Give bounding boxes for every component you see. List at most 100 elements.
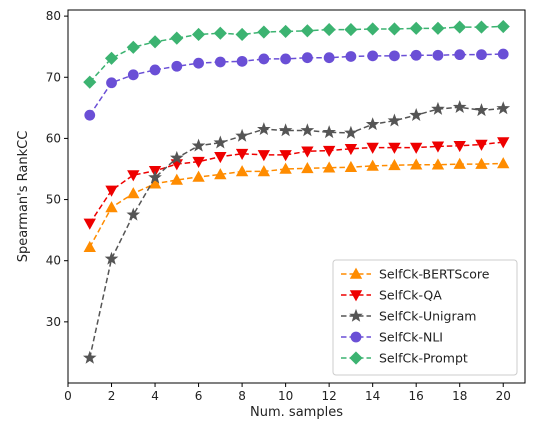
legend-item-selfck-unigram: SelfCk-Unigram [341,309,476,324]
data-point-selfck-nli [280,53,292,65]
legend-item-selfck-qa: SelfCk-QA [341,288,442,303]
data-point-selfck-qa [83,218,96,230]
data-point-selfck-bertscore [279,162,292,174]
data-point-selfck-unigram [104,251,119,265]
data-point-selfck-bertscore [322,161,336,173]
data-point-selfck-bertscore [366,159,379,171]
x-axis-label: Num. samples [250,405,343,420]
legend-marker [349,290,363,302]
data-point-selfck-bertscore [192,170,205,182]
data-point-selfck-prompt [148,35,162,49]
series-selfck-bertscore [83,157,510,253]
data-point-selfck-prompt [192,27,206,42]
data-point-selfck-bertscore [301,162,314,174]
axes: Num. samples Spearman's RankCC 0 2 4 6 8 10 12… [16,9,526,420]
data-point-selfck-bertscore [235,165,249,177]
x-tick-label: 8 [238,389,246,403]
legend-marker [350,331,362,343]
legend-label: SelfCk-NLI [379,330,443,345]
data-point-selfck-prompt [279,24,293,38]
data-point-selfck-unigram [387,113,402,127]
y-tick-label: 50 [46,193,61,207]
data-point-selfck-bertscore [83,240,96,253]
series-selfck-unigram [82,100,511,364]
x-tick-label: 6 [195,389,203,403]
data-point-selfck-unigram [452,100,467,114]
data-point-selfck-prompt [366,22,380,36]
data-point-selfck-qa [497,137,510,149]
data-point-selfck-bertscore [453,157,466,169]
data-point-selfck-qa [279,150,292,162]
data-point-selfck-qa [322,145,336,157]
data-point-selfck-nli [236,55,248,67]
plot-area [82,19,511,364]
data-point-selfck-unigram [278,123,293,137]
data-point-selfck-qa [388,142,401,154]
data-point-selfck-prompt [126,40,140,54]
data-point-selfck-unigram [191,138,206,152]
legend-marker [349,267,363,279]
legend-label: SelfCk-Unigram [379,309,476,324]
data-point-selfck-prompt [344,23,358,37]
legend-marker [349,351,363,365]
data-point-selfck-nli [454,49,466,61]
data-point-selfck-bertscore [475,157,488,169]
data-point-selfck-nli [410,49,422,61]
x-tick-label: 20 [496,389,511,403]
data-point-selfck-nli [301,52,313,64]
data-point-selfck-nli [171,60,183,72]
y-axis-label: Spearman's RankCC [16,131,31,263]
data-point-selfck-nli [497,48,509,60]
series-line-selfck-nli [89,53,504,116]
data-point-selfck-nli [367,50,379,62]
y-tick-label: 60 [46,131,61,145]
data-point-selfck-prompt [496,19,510,34]
data-point-selfck-qa [301,146,314,158]
series-selfck-prompt [83,19,510,89]
data-point-selfck-qa [105,185,118,197]
data-point-selfck-qa [127,170,140,182]
data-point-selfck-prompt [170,31,184,45]
data-point-selfck-qa [431,141,445,153]
data-point-selfck-unigram [235,128,249,142]
data-point-selfck-unigram [474,103,489,117]
data-point-selfck-bertscore [127,187,140,199]
x-tick-label: 4 [151,389,159,403]
series-selfck-nli [84,48,509,121]
legend-label: SelfCk-Prompt [379,351,468,366]
data-point-selfck-qa [214,151,227,164]
data-point-selfck-qa [475,139,488,151]
plot-frame [67,9,526,384]
data-point-selfck-unigram [213,135,228,149]
data-point-selfck-unigram [344,125,358,139]
data-point-selfck-qa [410,142,423,154]
data-point-selfck-prompt [453,20,467,34]
x-tick-label: 2 [108,389,116,403]
x-tick-label: 16 [409,389,424,403]
legend-label: SelfCk-QA [379,288,442,303]
y-tick-label: 80 [46,9,61,23]
data-point-selfck-unigram [170,150,184,164]
data-point-selfck-nli [345,51,357,62]
legend-label: SelfCk-BERTScore [379,267,490,282]
x-tick-label: 12 [322,389,337,403]
data-point-selfck-unigram [148,170,162,184]
data-point-selfck-unigram [322,125,336,139]
data-point-selfck-unigram [257,122,271,136]
legend-marker [349,308,363,322]
data-point-selfck-qa [192,156,205,168]
data-point-selfck-unigram [431,101,445,115]
series-selfck-qa [83,137,510,230]
data-point-selfck-prompt [257,25,271,39]
data-point-selfck-bertscore [214,168,227,180]
data-point-selfck-prompt [104,51,119,65]
data-point-selfck-prompt [300,24,314,38]
data-point-selfck-qa [366,142,379,154]
y-tick-label: 40 [46,254,61,268]
data-point-selfck-prompt [322,23,336,37]
data-point-selfck-bertscore [410,158,423,170]
data-point-selfck-unigram [300,123,315,137]
legend: SelfCk-BERTScore SelfCk-QA SelfCk-Unigram S… [332,259,518,376]
data-point-selfck-prompt [431,21,445,35]
